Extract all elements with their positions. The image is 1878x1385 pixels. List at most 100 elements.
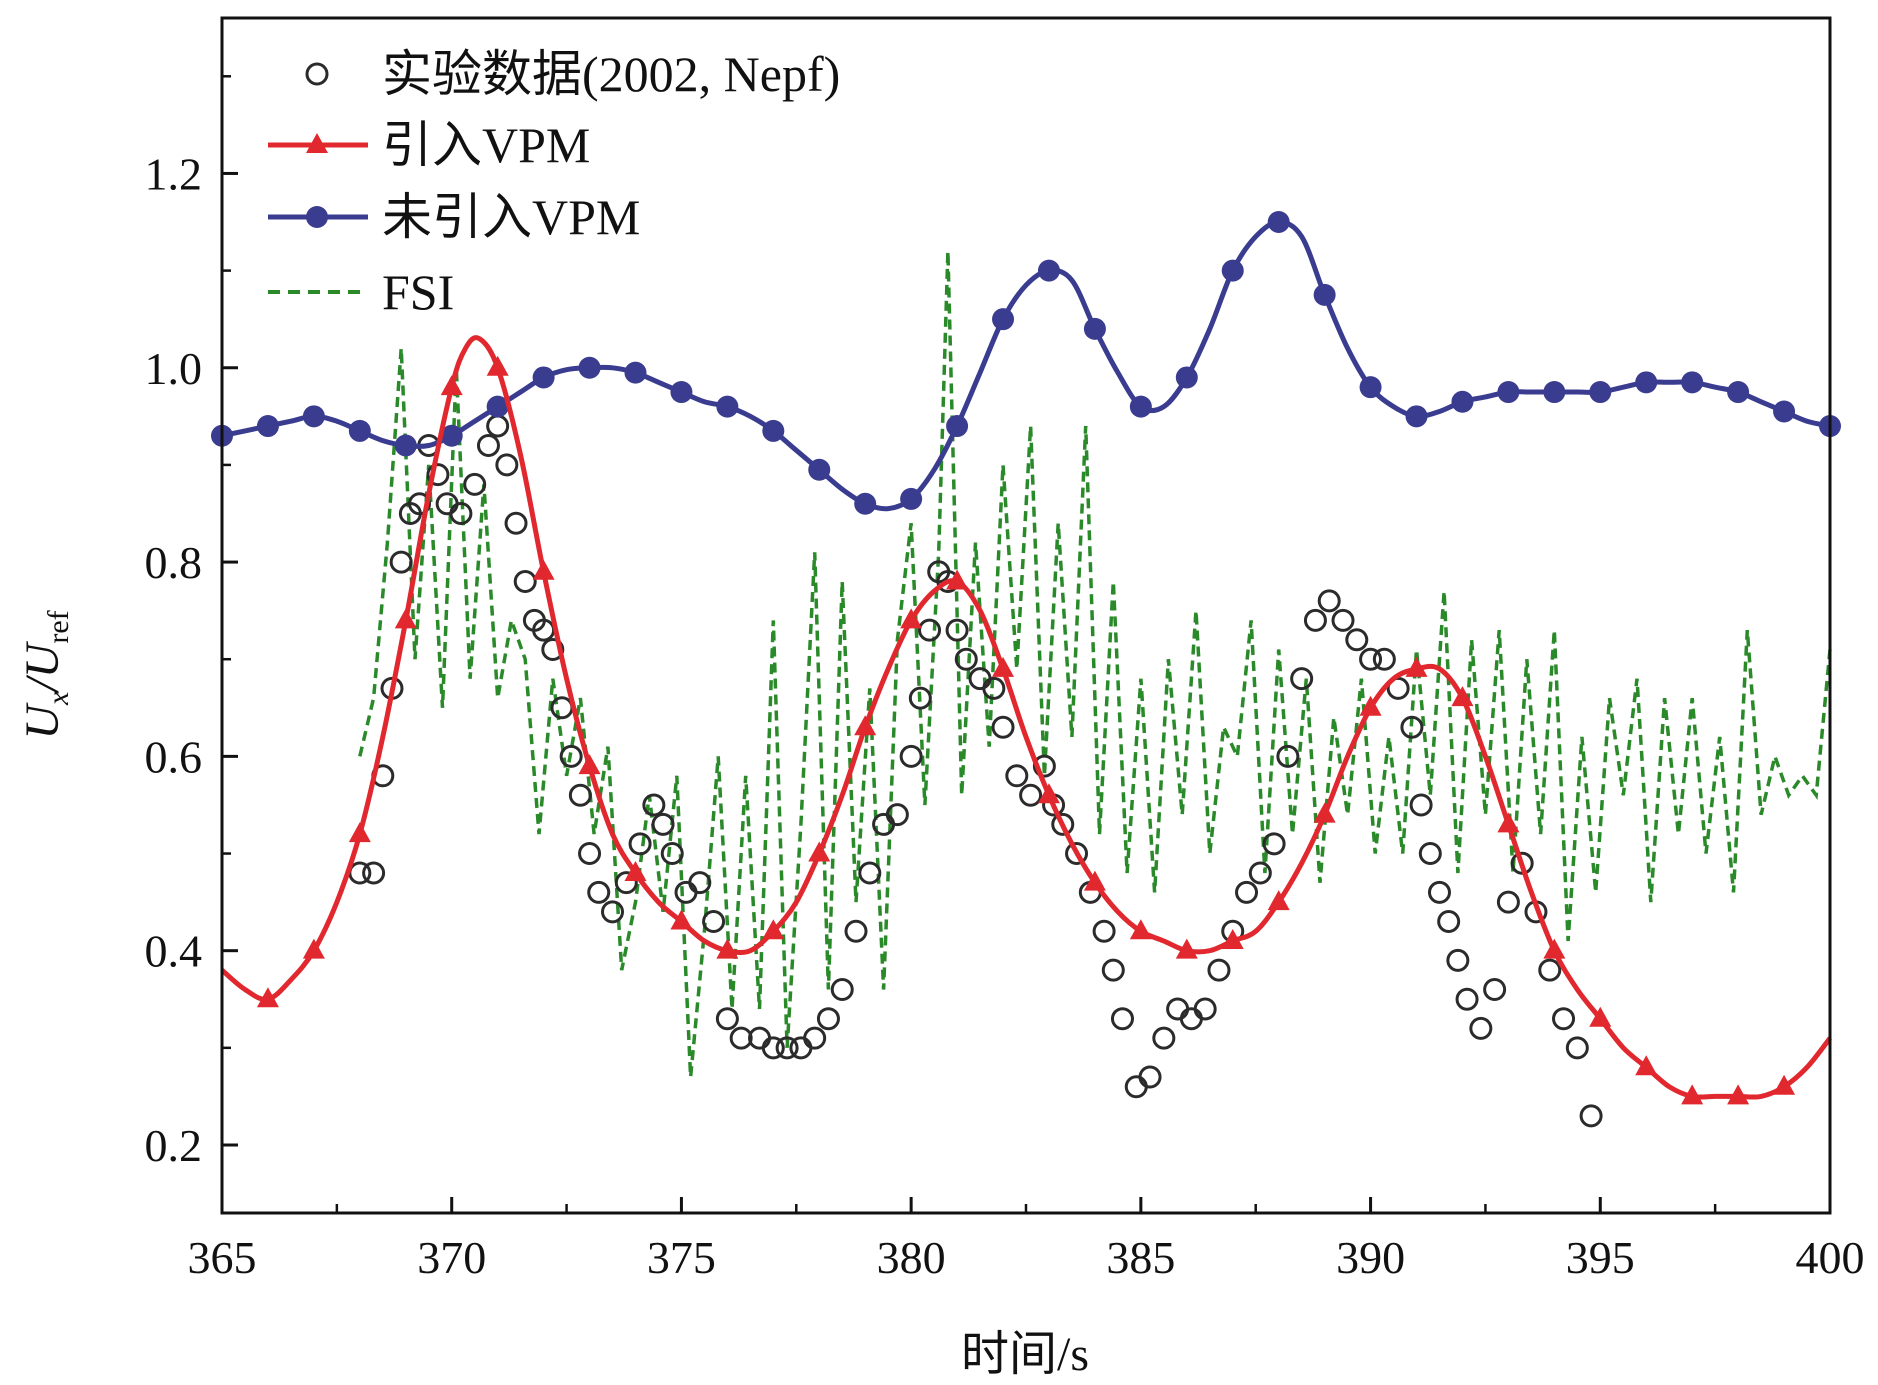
without-vpm-point xyxy=(1773,400,1796,423)
experimental-point xyxy=(1092,919,1116,943)
experimental-point xyxy=(688,871,712,895)
y-tick-label: 0.6 xyxy=(145,731,203,782)
series-layer xyxy=(211,211,1841,1128)
with-vpm-point xyxy=(762,919,785,940)
legend-label-fsi: FSI xyxy=(382,264,454,320)
x-tick-label: 380 xyxy=(877,1232,946,1283)
without-vpm-point xyxy=(532,366,555,389)
experimental-point xyxy=(601,900,625,924)
experimental-point xyxy=(449,501,473,525)
without-vpm-point xyxy=(1497,381,1520,404)
y-tick-label: 1.0 xyxy=(145,343,203,394)
with-vpm-point xyxy=(302,938,325,959)
experimental-point xyxy=(1359,647,1383,671)
without-vpm-point xyxy=(302,405,325,428)
experimental-point xyxy=(486,414,510,438)
experimental-point xyxy=(968,667,992,691)
experimental-point xyxy=(628,832,652,856)
with-vpm-point xyxy=(624,860,647,881)
without-vpm-point xyxy=(348,419,371,442)
experimental-point xyxy=(1446,948,1470,972)
legend-marker-triangle xyxy=(306,133,328,153)
experimental-point xyxy=(830,978,854,1002)
experimental-point xyxy=(1469,1016,1493,1040)
experimental-point xyxy=(1152,1026,1176,1050)
experimental-point xyxy=(715,1007,739,1031)
experimental-point xyxy=(1019,783,1043,807)
experimental-point xyxy=(1124,1075,1148,1099)
without-vpm-point xyxy=(854,492,877,515)
experimental-point xyxy=(1372,647,1396,671)
with-vpm-point xyxy=(946,569,969,590)
with-vpm-point xyxy=(1129,919,1152,940)
without-vpm-point xyxy=(670,381,693,404)
without-vpm-point xyxy=(1313,283,1336,306)
experimental-series xyxy=(348,414,1603,1128)
experimental-point xyxy=(991,715,1015,739)
experimental-point xyxy=(1455,987,1479,1011)
with-vpm-point xyxy=(1497,812,1520,833)
legend-item-fsi: FSI xyxy=(268,264,454,320)
with-vpm-point xyxy=(440,375,463,396)
without-vpm-point xyxy=(992,308,1015,331)
without-vpm-point xyxy=(1589,381,1612,404)
without-vpm-point xyxy=(1221,259,1244,282)
without-vpm-point xyxy=(1405,405,1428,428)
experimental-point xyxy=(476,433,500,457)
experimental-point xyxy=(982,676,1006,700)
experimental-point xyxy=(1331,608,1355,632)
without-vpm-point xyxy=(1635,371,1658,394)
y-tick-label: 1.2 xyxy=(145,148,203,199)
experimental-point xyxy=(954,647,978,671)
without-vpm-point xyxy=(1175,366,1198,389)
y-tick-label: 0.4 xyxy=(145,926,203,977)
experimental-point xyxy=(918,618,942,642)
experimental-point xyxy=(435,492,459,516)
with-vpm-point xyxy=(716,938,739,959)
experimental-point xyxy=(1552,1007,1576,1031)
with-vpm-markers xyxy=(256,355,1796,1105)
experimental-point xyxy=(1262,832,1286,856)
without-vpm-markers xyxy=(211,211,1841,515)
experimental-point xyxy=(899,744,923,768)
without-vpm-point xyxy=(946,415,969,438)
without-vpm-point xyxy=(808,458,831,481)
experimental-point xyxy=(1207,958,1231,982)
experimental-point xyxy=(775,1036,799,1060)
experimental-point xyxy=(504,511,528,535)
experimental-point xyxy=(885,803,909,827)
experimental-point xyxy=(1538,958,1562,982)
experimental-point xyxy=(1565,1036,1589,1060)
experimental-point xyxy=(789,1036,813,1060)
experimental-point xyxy=(568,783,592,807)
experimental-point xyxy=(1290,667,1314,691)
legend: 实验数据(2002, Nepf) 引入VPM 未引入VPM FSI xyxy=(268,46,840,320)
experimental-point xyxy=(614,871,638,895)
experimental-point xyxy=(660,842,684,866)
legend-label-experimental: 实验数据(2002, Nepf) xyxy=(382,46,840,102)
with-vpm-point xyxy=(1359,695,1382,716)
legend-item-with-vpm: 引入VPM xyxy=(268,117,590,173)
experimental-point xyxy=(844,919,868,943)
with-vpm-point xyxy=(1727,1084,1750,1105)
with-vpm-point xyxy=(256,987,279,1008)
experimental-point xyxy=(587,880,611,904)
experimental-point xyxy=(1345,628,1369,652)
y-axis-label: Ux/Uref xyxy=(16,610,75,739)
x-tick-label: 375 xyxy=(647,1232,716,1283)
with-vpm-point xyxy=(1313,802,1336,823)
y-label-sub-ref: ref xyxy=(42,610,75,643)
experimental-point xyxy=(362,861,386,885)
y-tick-label: 0.2 xyxy=(145,1120,203,1171)
with-vpm-series-line xyxy=(220,335,1832,1100)
without-vpm-point xyxy=(394,434,417,457)
without-vpm-point xyxy=(1451,390,1474,413)
legend-marker-dot xyxy=(306,206,328,228)
experimental-point xyxy=(729,1026,753,1050)
experimental-point xyxy=(1483,978,1507,1002)
experimental-point xyxy=(1427,880,1451,904)
with-vpm-point xyxy=(1543,938,1566,959)
legend-label-with-vpm: 引入VPM xyxy=(382,117,590,173)
y-label-sub-x: x xyxy=(42,691,75,706)
legend-label-without-vpm: 未引入VPM xyxy=(382,189,640,245)
